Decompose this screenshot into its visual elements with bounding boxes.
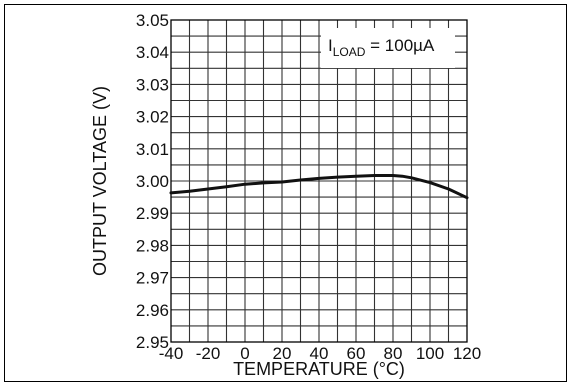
load-current-label: ILOAD = 100µA (321, 28, 455, 68)
y-tick-label: 2.99 (136, 204, 169, 223)
load-current-value: = 100µA (365, 36, 435, 55)
grid (171, 20, 467, 342)
x-tick-label: -20 (196, 344, 221, 363)
x-tick-labels: -40 -20 0 20 40 60 80 100 120 (159, 344, 481, 363)
y-axis-title: OUTPUT VOLTAGE (V) (90, 86, 110, 276)
load-current-subscript: LOAD (333, 45, 366, 59)
x-tick-label: 20 (273, 344, 292, 363)
y-tick-labels: 2.95 2.96 2.97 2.98 2.99 3.00 3.01 3.02 3.03 3.04… (136, 11, 169, 352)
load-current-text: ILOAD = 100µA (328, 36, 435, 59)
plot-area-border (170, 19, 468, 343)
y-tick-label: 2.96 (136, 301, 169, 320)
output-voltage-line (169, 174, 469, 200)
y-tick-label: 2.98 (136, 236, 169, 255)
x-tick-label: 0 (240, 344, 249, 363)
y-tick-label: 3.04 (136, 43, 169, 62)
x-tick-label: 120 (453, 344, 481, 363)
y-tick-label: 3.01 (136, 140, 169, 159)
y-tick-label: 3.03 (136, 75, 169, 94)
y-tick-label: 2.95 (136, 333, 169, 352)
load-current-symbol: I (328, 36, 333, 55)
y-tick-label: 3.02 (136, 108, 169, 127)
x-tick-label: 100 (416, 344, 444, 363)
figure-frame (4, 4, 567, 382)
load-current-label-background (321, 28, 455, 68)
x-tick-label: 80 (384, 344, 403, 363)
x-tick-label: 40 (310, 344, 329, 363)
x-tick-label: 60 (347, 344, 366, 363)
y-tick-label: 2.97 (136, 269, 169, 288)
x-axis-title: TEMPERATURE (°C) (233, 359, 405, 379)
x-tick-label: -40 (159, 344, 184, 363)
y-tick-label: 3.05 (136, 11, 169, 30)
y-tick-label: 3.00 (136, 172, 169, 191)
